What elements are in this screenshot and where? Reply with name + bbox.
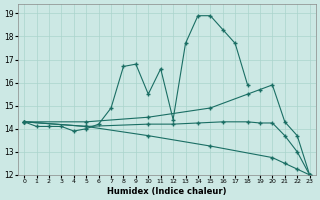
X-axis label: Humidex (Indice chaleur): Humidex (Indice chaleur) xyxy=(107,187,227,196)
